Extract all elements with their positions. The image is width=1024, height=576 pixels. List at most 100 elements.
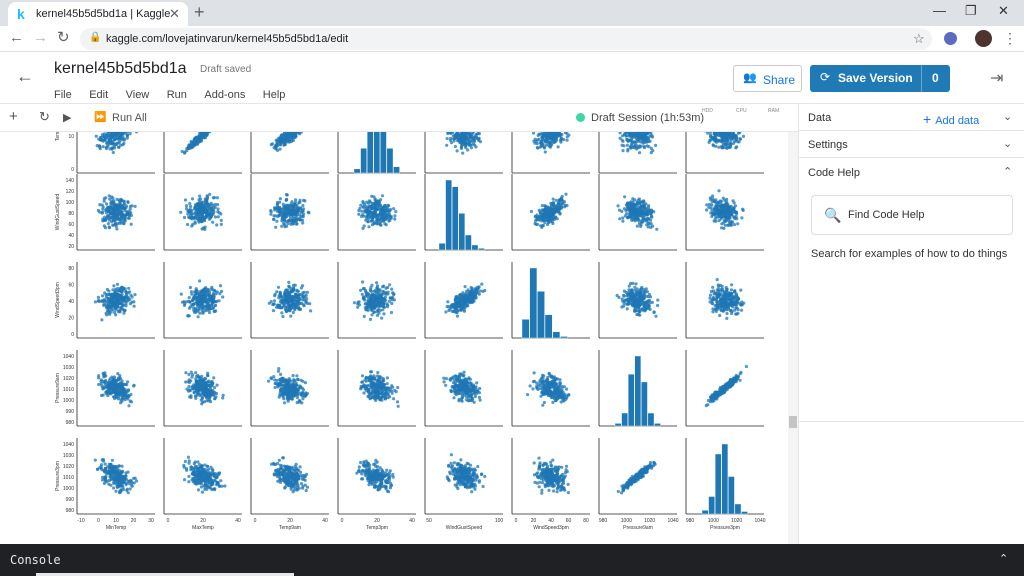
scatter-point — [625, 132, 629, 134]
menu-run[interactable]: Run — [166, 89, 187, 101]
scatter-point — [633, 309, 637, 313]
scatter-point — [201, 311, 205, 315]
scatter-point — [209, 201, 213, 205]
scatter-point — [625, 307, 629, 311]
scatter-point — [734, 138, 738, 142]
scatter-point — [469, 297, 474, 301]
scatter-point — [107, 138, 112, 142]
scatter-point — [444, 310, 448, 314]
scatter-point — [647, 222, 651, 226]
menu-edit[interactable]: Edit — [89, 89, 109, 101]
bookmark-star-icon[interactable]: ☆ — [913, 31, 925, 46]
scatter-point — [725, 143, 730, 147]
menu-help[interactable]: Help — [262, 89, 286, 101]
scatter-point — [731, 133, 736, 137]
scatter-point — [302, 303, 306, 307]
save-version-button[interactable]: ⟳ Save Version 0 — [810, 65, 950, 92]
scatter-point — [714, 140, 719, 144]
scatter-point — [455, 296, 459, 300]
omnibox[interactable]: 🔒 kaggle.com/lovejatinvarun/kernel45b5d5… — [80, 28, 932, 50]
scatter-point — [213, 309, 217, 313]
scatter-point — [270, 142, 275, 146]
scatter-point — [375, 281, 379, 285]
scatter-point — [648, 295, 653, 299]
scatter-point — [361, 226, 365, 230]
scatter-point — [732, 141, 736, 145]
scatter-point — [558, 212, 562, 216]
scatter-point — [618, 136, 622, 140]
browser-tab[interactable]: k kernel45b5d5bd1a | Kaggle ✕ — [8, 2, 188, 26]
scatter-point — [652, 310, 656, 314]
scatter-point — [729, 294, 733, 298]
histogram-bar — [560, 336, 568, 339]
back-icon[interactable]: ← — [9, 29, 24, 46]
minimize-icon[interactable]: — — [933, 3, 946, 18]
version-count[interactable]: 0 — [932, 71, 939, 85]
run-all-icon[interactable]: ⏩ — [94, 112, 107, 123]
run-all-button[interactable]: Run All — [112, 112, 147, 124]
scatter-point — [115, 282, 120, 286]
histogram-bar — [445, 179, 452, 251]
scatter-point — [621, 149, 625, 153]
scatter-point — [359, 288, 363, 292]
kernel-back-icon[interactable]: ← — [16, 66, 34, 86]
run-cell-icon[interactable]: ▶ — [63, 112, 72, 124]
scatter-point — [561, 201, 565, 205]
tab-close-icon[interactable]: ✕ — [169, 6, 180, 21]
profile-avatar[interactable] — [975, 30, 992, 47]
scatter-point — [555, 217, 559, 221]
menu-addons[interactable]: Add-ons — [204, 89, 246, 101]
scatter-point — [535, 217, 539, 221]
scatter-point — [731, 210, 735, 214]
scatter-point — [198, 194, 202, 198]
add-cell-icon[interactable]: + — [9, 108, 18, 125]
scatter-point — [387, 204, 391, 208]
restore-icon[interactable]: ❐ — [965, 3, 977, 18]
scatter-point — [446, 300, 450, 304]
scatter-point — [626, 147, 630, 151]
scatter-point — [113, 218, 117, 222]
new-tab-icon[interactable]: + — [194, 2, 205, 22]
scatter-point — [713, 209, 717, 213]
menu-view[interactable]: View — [125, 89, 150, 101]
restart-icon[interactable]: ↻ — [39, 109, 50, 124]
url-text[interactable]: kaggle.com/lovejatinvarun/kernel45b5d5bd… — [106, 33, 349, 45]
scatter-point — [209, 205, 213, 209]
scatter-point — [192, 306, 196, 310]
scatter-point — [449, 141, 454, 145]
scatter-point — [704, 132, 707, 133]
draft-session-label[interactable]: Draft Session (1h:53m) — [591, 112, 705, 124]
y-tick-label: 140 — [66, 178, 75, 184]
y-tick-label: 20 — [68, 244, 74, 250]
menu-file[interactable]: File — [54, 89, 72, 101]
scatter-point — [618, 132, 622, 135]
reload-icon[interactable]: ↻ — [57, 29, 70, 46]
scatter-point — [191, 222, 195, 226]
share-button[interactable]: 👥 Share — [733, 65, 802, 92]
scatter-point — [299, 132, 303, 134]
extension-icon[interactable] — [944, 32, 957, 45]
window-close-icon[interactable]: ✕ — [998, 3, 1009, 18]
scatter-point — [721, 212, 726, 216]
scatter-point — [209, 210, 213, 214]
scatter-point — [96, 299, 101, 303]
scatter-point — [284, 308, 288, 312]
scatter-point — [563, 132, 567, 135]
scatter-point — [108, 301, 112, 305]
kernel-title[interactable]: kernel45b5d5bd1a — [54, 60, 187, 77]
scatter-point — [211, 288, 215, 292]
browser-menu-icon[interactable]: ⋮ — [1003, 30, 1017, 46]
scatter-point — [128, 207, 132, 211]
scatter-point — [281, 137, 285, 141]
forward-icon[interactable]: → — [33, 29, 48, 46]
scatter-point — [736, 222, 740, 226]
scatter-point — [627, 215, 631, 219]
scatter-point — [360, 209, 364, 213]
scatter-point — [105, 287, 109, 292]
collapse-panel-icon[interactable]: ⇥ — [990, 70, 1004, 87]
scatter-point — [720, 226, 724, 230]
kaggle-favicon-icon: k — [17, 6, 25, 22]
scatter-point — [191, 297, 195, 301]
scatter-point — [282, 132, 287, 134]
scatter-point — [709, 138, 713, 142]
